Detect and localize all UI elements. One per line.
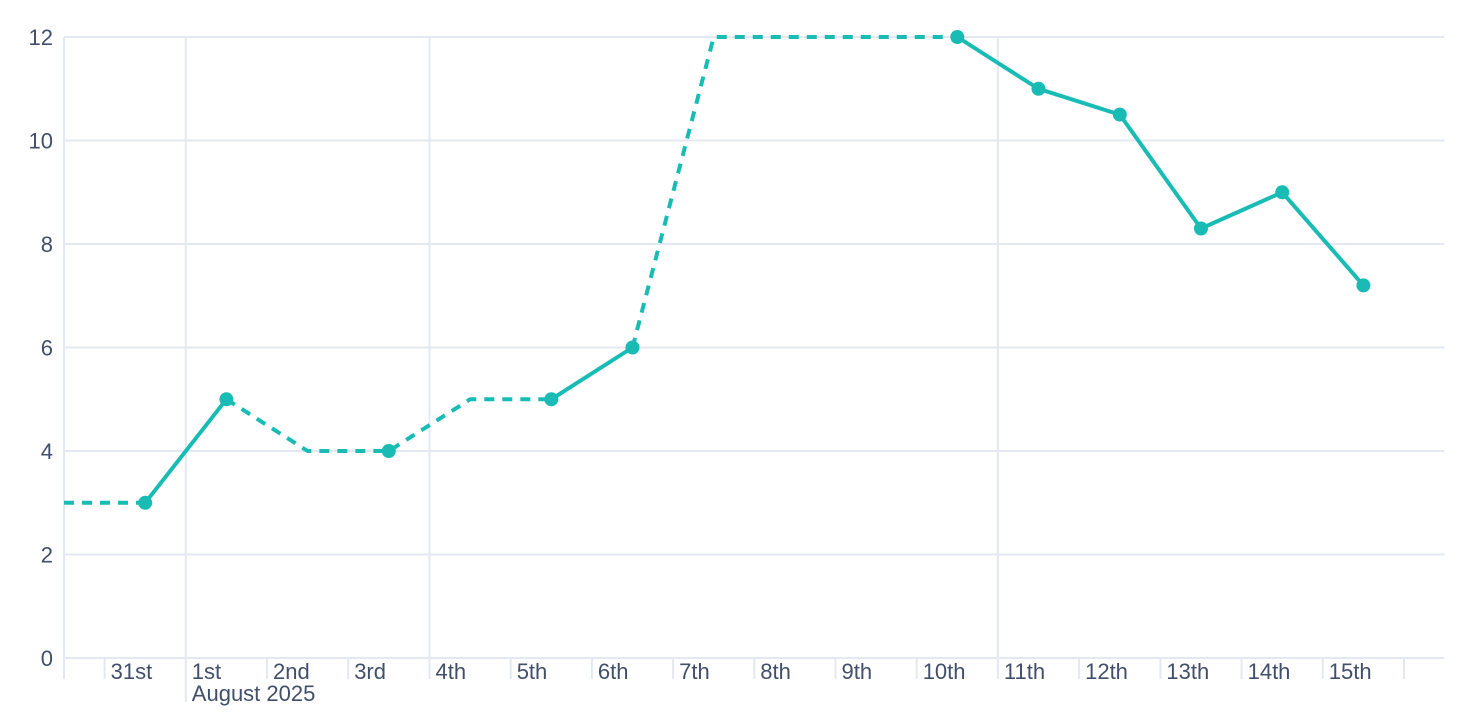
y-axis-label: 2: [41, 543, 53, 568]
data-point-marker: [1112, 107, 1127, 122]
x-tick-label: 11th: [1004, 659, 1045, 684]
x-tick-label: 7th: [679, 659, 710, 684]
series-segment-solid: [549, 345, 635, 402]
data-point-marker: [1194, 221, 1208, 236]
x-tick-label: 14th: [1248, 659, 1291, 684]
data-point-marker: [950, 30, 965, 44]
x-tick-label: 5th: [517, 659, 548, 684]
series-segment-dashed: [630, 35, 958, 349]
data-point-marker: [1275, 185, 1290, 200]
x-tick-label: 2nd: [273, 659, 310, 684]
x-axis-month-label: August 2025: [192, 681, 316, 706]
data-point-marker: [219, 392, 234, 407]
x-tick-label: 12th: [1085, 659, 1128, 684]
y-axis-label: 8: [41, 232, 53, 257]
y-axis-label: 12: [29, 25, 53, 50]
x-tick-label: 4th: [436, 659, 467, 684]
x-tick-label: 31st: [111, 659, 153, 684]
x-tick-label: 1st: [192, 659, 221, 684]
y-axis-label: 6: [41, 336, 53, 361]
data-point-marker: [544, 392, 559, 407]
x-tick-label: 10th: [923, 659, 966, 684]
series-segment-solid: [955, 35, 1366, 288]
data-point-marker: [1031, 81, 1046, 96]
series-segment-dashed: [225, 397, 552, 453]
y-axis-label: 0: [41, 646, 53, 671]
x-tick-label: 6th: [598, 659, 629, 684]
x-tick-label: 15th: [1329, 659, 1372, 684]
x-tick-label: 3rd: [354, 659, 386, 684]
y-axis-label: 10: [29, 129, 53, 154]
data-point-marker: [625, 340, 640, 355]
data-point-marker: [138, 495, 153, 510]
series-segment-solid: [143, 397, 229, 505]
y-axis-label: 4: [41, 439, 53, 464]
data-point-marker: [381, 444, 396, 458]
data-point-marker: [1356, 278, 1371, 293]
x-tick-label: 9th: [842, 659, 873, 684]
x-tick-label: 8th: [760, 659, 791, 684]
x-tick-label: 13th: [1166, 659, 1209, 684]
